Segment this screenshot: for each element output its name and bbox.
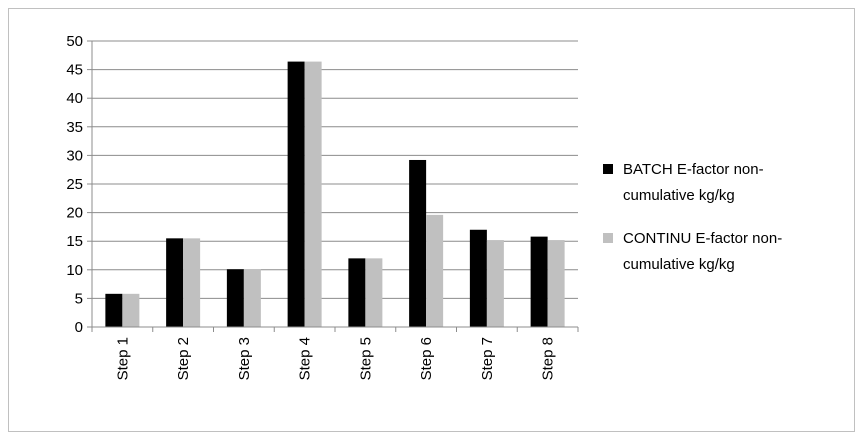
legend-label: cumulative kg/kg (623, 256, 735, 273)
y-tick-label: 10 (66, 262, 83, 279)
bar-batch (348, 258, 366, 327)
y-tick-label: 25 (66, 176, 83, 193)
x-tick-label: Step 4 (297, 337, 314, 380)
bar-batch (105, 293, 123, 327)
x-tick-label: Step 5 (357, 337, 374, 380)
bar-batch (530, 236, 548, 327)
bars (105, 61, 565, 327)
bar-batch (226, 269, 244, 327)
legend-label: cumulative kg/kg (623, 187, 735, 204)
y-tick-label: 30 (66, 147, 83, 164)
x-tick-label: Step 8 (540, 337, 557, 380)
bar-continu (304, 61, 322, 327)
x-axis-ticks: Step 1 Step 2 Step 3 Step 4 Step 5 Step 6 Step… (91, 327, 579, 380)
x-tick-label: Step 3 (236, 337, 253, 380)
legend-label: BATCH E-factor non- (623, 161, 764, 178)
bar-continu (547, 240, 565, 327)
y-axis-ticks: 0 5 10 15 20 25 30 35 40 45 50 (66, 33, 92, 336)
x-tick-label: Step 7 (479, 337, 496, 380)
bar-continu (426, 214, 444, 327)
y-tick-label: 5 (75, 290, 83, 307)
bar-continu (365, 258, 383, 327)
x-tick-label: Step 6 (418, 337, 435, 380)
bar-continu (486, 240, 504, 327)
y-tick-label: 40 (66, 90, 83, 107)
bar-batch (166, 238, 184, 327)
y-tick-label: 45 (66, 62, 83, 79)
legend-swatch (603, 164, 613, 174)
y-tick-label: 20 (66, 205, 83, 222)
y-tick-label: 15 (66, 233, 83, 250)
x-tick-label: Step 1 (114, 337, 131, 380)
y-tick-label: 0 (75, 319, 83, 336)
bar-continu (243, 269, 261, 327)
bar-batch (287, 61, 305, 327)
legend-swatch (603, 233, 613, 243)
bar-batch (409, 159, 427, 327)
legend-label: CONTINU E-factor non- (623, 230, 782, 247)
legend: BATCH E-factor non-cumulative kg/kg CONTI… (603, 161, 782, 273)
bar-continu (183, 238, 201, 327)
bar-batch (469, 229, 487, 327)
y-tick-label: 50 (66, 33, 83, 50)
bar-continu (122, 293, 140, 327)
gridlines (92, 40, 578, 299)
x-tick-label: Step 2 (175, 337, 192, 380)
y-tick-label: 35 (66, 119, 83, 136)
